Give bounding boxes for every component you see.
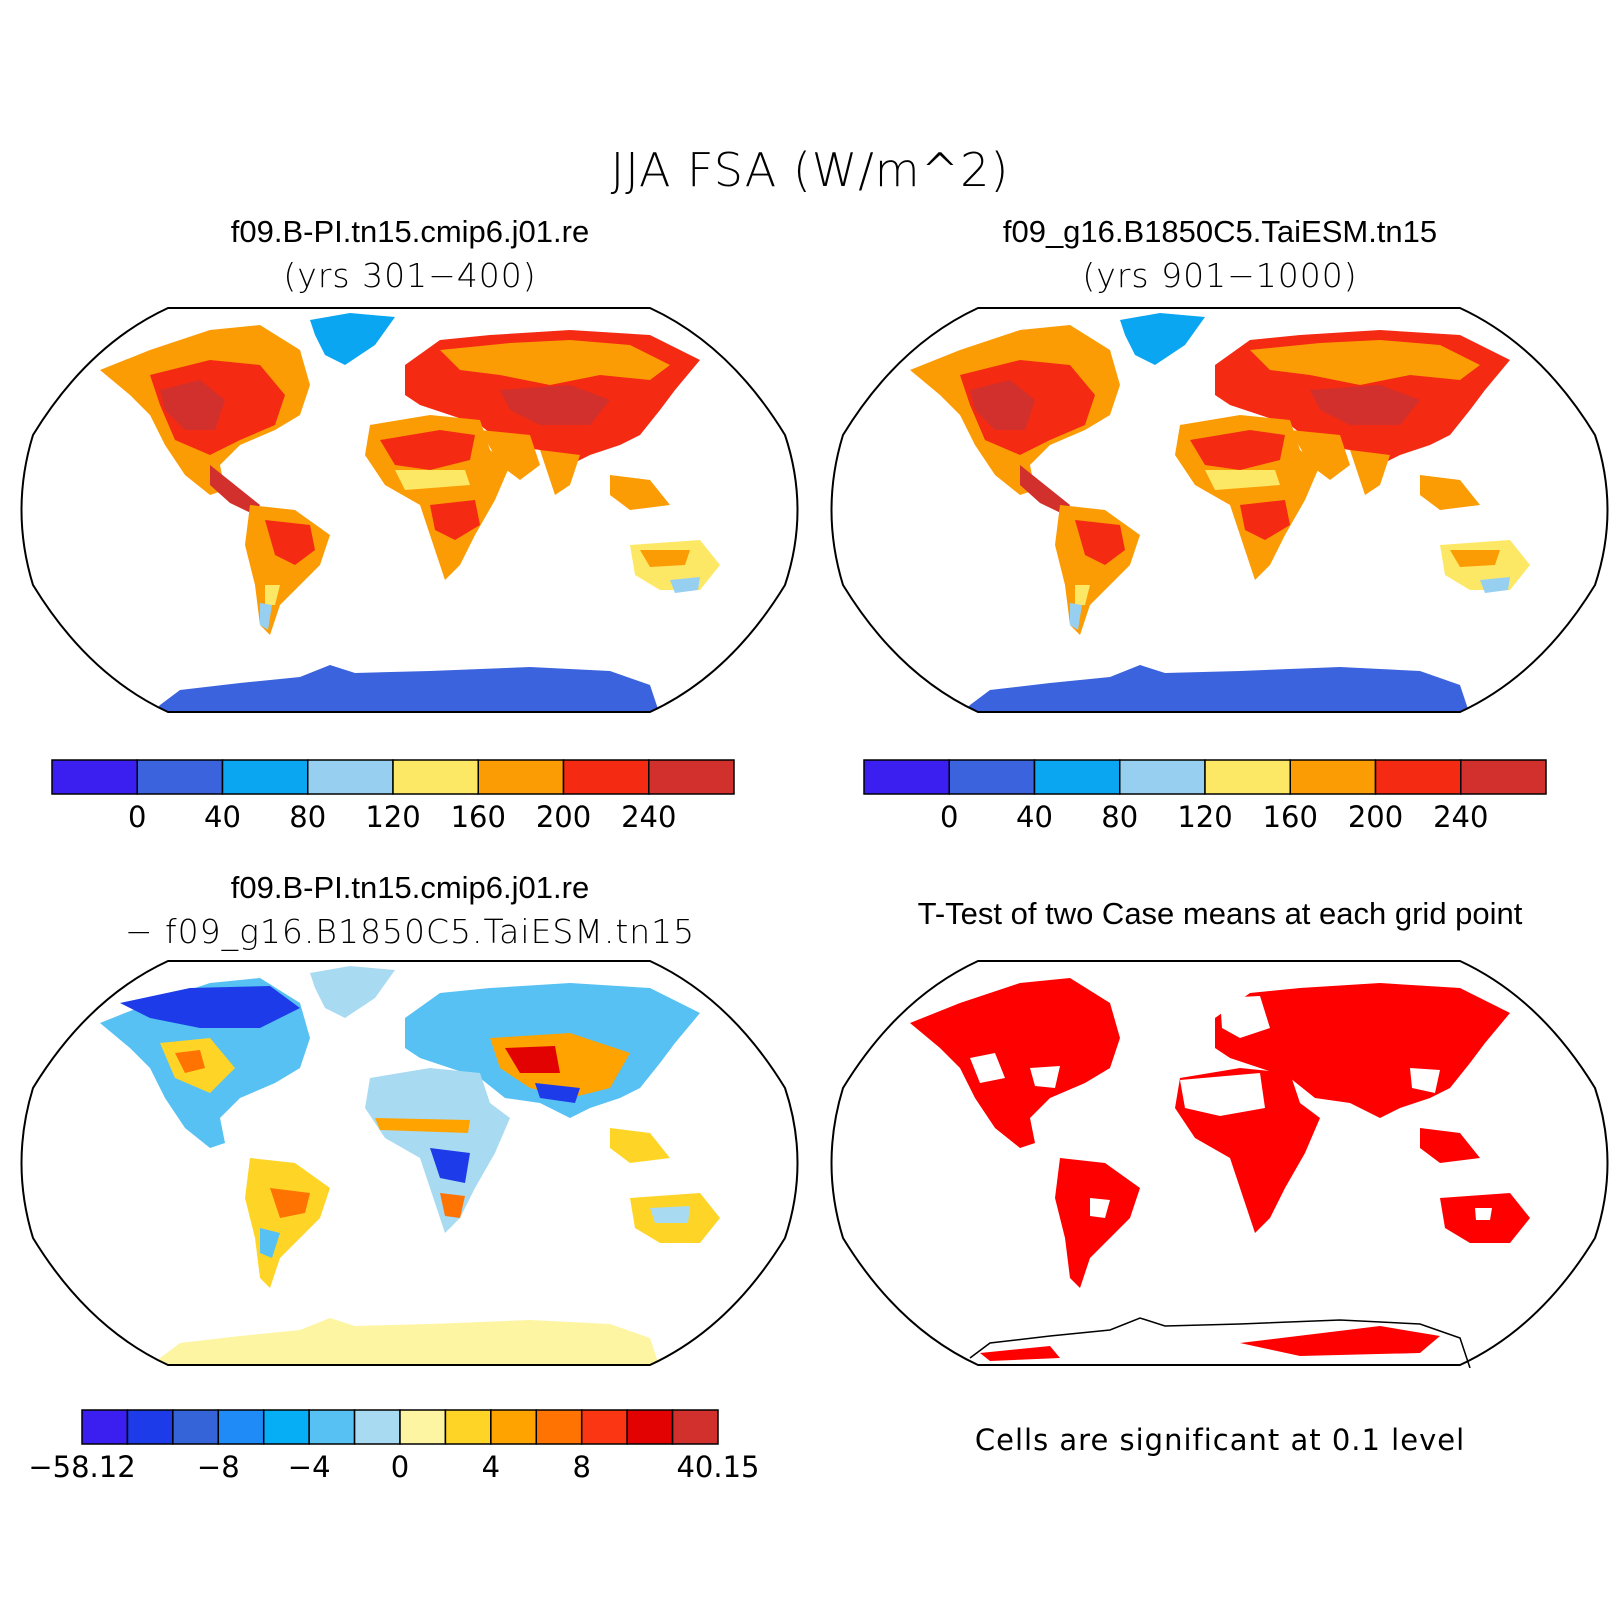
map-absolute-2 <box>820 305 1620 715</box>
colorbar-swatch <box>51 759 138 795</box>
colorbar-tick-label: −4 <box>288 1450 331 1484</box>
map-absolute-1 <box>10 305 810 715</box>
colorbar-swatch <box>444 1409 492 1445</box>
colorbar-swatch <box>126 1409 174 1445</box>
colorbar-swatch <box>353 1409 401 1445</box>
colorbar-tick-label: 80 <box>1101 800 1138 834</box>
panel1-subtitle: (yrs 301−400) <box>283 256 537 295</box>
panel3-title: f09.B-PI.tn15.cmip6.j01.re <box>230 870 590 905</box>
panel1-colorbar: 0 40 80 120 160 200 240 <box>51 758 762 834</box>
colorbar-swatch <box>1374 759 1462 795</box>
panel4-map <box>820 958 1620 1368</box>
colorbar-tick-label: 8 <box>572 1450 590 1484</box>
colorbar-swatch <box>399 1409 447 1445</box>
colorbar-tick-label: 0 <box>128 800 146 834</box>
colorbar-tick-label: 40.15 <box>676 1450 759 1484</box>
colorbar-tick-label: 240 <box>1433 800 1488 834</box>
colorbar-swatch <box>580 1409 628 1445</box>
colorbar-swatch <box>562 759 650 795</box>
colorbar-swatch <box>307 759 394 795</box>
colorbar-swatch <box>136 759 224 795</box>
panel3-subtitle: − f09_g16.B1850C5.TaiESM.tn15 <box>124 912 696 951</box>
colorbar-tick-label: 40 <box>204 800 241 834</box>
colorbar-tick-label: 160 <box>451 800 506 834</box>
colorbar-2: 0 40 80 120 160 200 240 <box>863 759 1547 834</box>
colorbar-swatch <box>1289 759 1377 795</box>
colorbar-tick-label: 240 <box>621 800 676 834</box>
significance-note: Cells are significant at 0.1 level <box>974 1423 1466 1457</box>
figure-title: JJA FSA (W/m^2) <box>610 143 1010 197</box>
colorbar-tick-label: −58.12 <box>28 1450 135 1484</box>
colorbar-3: −58.12 −8 −4 0 4 8 40.15 <box>28 1409 760 1484</box>
colorbar-swatch <box>948 759 1036 795</box>
panel2-subtitle: (yrs 901−1000) <box>1082 256 1358 295</box>
colorbar-tick-label: 4 <box>482 1450 500 1484</box>
colorbar-swatch <box>217 1409 265 1445</box>
colorbar-1: 0 40 80 120 160 200 240 <box>51 759 735 834</box>
colorbar-tick-label: 160 <box>1263 800 1318 834</box>
colorbar-tick-label: −8 <box>197 1450 240 1484</box>
colorbar-tick-label: 40 <box>1016 800 1053 834</box>
panel1-title: f09.B-PI.tn15.cmip6.j01.re <box>230 214 590 249</box>
colorbar-swatch <box>535 1409 583 1445</box>
panel2-title: f09_g16.B1850C5.TaiESM.tn15 <box>1002 214 1438 249</box>
map-ttest <box>820 958 1620 1368</box>
colorbar-swatch <box>221 759 309 795</box>
colorbar-swatch <box>308 1409 356 1445</box>
colorbar-tick-label: 200 <box>1348 800 1403 834</box>
colorbar-swatch <box>671 1409 719 1445</box>
panel2-colorbar: 0 40 80 120 160 200 240 <box>863 758 1574 834</box>
colorbar-swatch <box>1204 759 1291 795</box>
colorbar-tick-label: 120 <box>365 800 420 834</box>
colorbar-tick-label: 120 <box>1177 800 1232 834</box>
panel2-map <box>820 305 1620 715</box>
colorbar-swatch <box>1460 759 1547 795</box>
colorbar-swatch <box>477 759 565 795</box>
panel3-colorbar: −58.12 −8 −4 0 4 8 40.15 <box>20 1408 800 1488</box>
colorbar-tick-label: 0 <box>940 800 958 834</box>
colorbar-swatch <box>81 1409 129 1445</box>
colorbar-tick-label: 200 <box>536 800 591 834</box>
colorbar-swatch <box>172 1409 220 1445</box>
colorbar-tick-label: 80 <box>289 800 326 834</box>
map-difference <box>10 958 810 1368</box>
colorbar-swatch <box>648 759 735 795</box>
colorbar-swatch <box>1033 759 1121 795</box>
colorbar-swatch <box>490 1409 538 1445</box>
panel1-map <box>10 305 810 715</box>
colorbar-swatch <box>863 759 950 795</box>
colorbar-swatch <box>262 1409 310 1445</box>
colorbar-swatch <box>392 759 479 795</box>
colorbar-swatch <box>1119 759 1206 795</box>
panel3-map <box>10 958 810 1368</box>
panel4-title: T-Test of two Case means at each grid po… <box>917 896 1523 931</box>
colorbar-tick-label: 0 <box>391 1450 409 1484</box>
colorbar-swatch <box>626 1409 674 1445</box>
